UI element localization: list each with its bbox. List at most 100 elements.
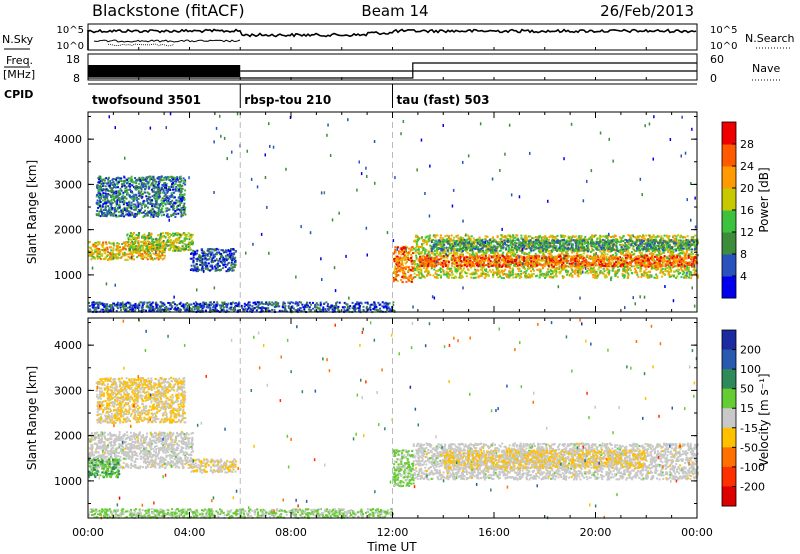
data-pixel <box>190 303 193 306</box>
data-pixel <box>183 180 186 183</box>
data-pixel <box>210 253 213 256</box>
data-pixel <box>109 246 112 249</box>
data-pixel <box>166 190 169 193</box>
data-pixel <box>109 208 112 211</box>
data-pixel <box>154 197 157 200</box>
data-pixel <box>383 305 386 308</box>
data-pixel <box>158 250 161 253</box>
data-pixel <box>539 273 542 276</box>
data-pixel <box>291 305 294 308</box>
data-pixel <box>200 257 203 259</box>
data-pixel <box>123 184 126 187</box>
data-pixel <box>255 303 257 306</box>
data-pixel <box>125 308 128 311</box>
data-pixel <box>202 254 205 257</box>
data-pixel <box>410 280 413 283</box>
data-pixel <box>122 203 125 206</box>
data-pixel <box>148 301 151 304</box>
data-pixel <box>111 304 113 307</box>
data-pixel <box>132 205 135 208</box>
data-pixel <box>351 301 354 304</box>
data-pixel <box>261 306 264 308</box>
data-pixel <box>105 194 108 197</box>
cpid-segment-label: tau (fast) 503 <box>397 93 490 107</box>
data-pixel <box>200 263 203 266</box>
data-pixel <box>140 177 143 180</box>
data-pixel <box>172 234 175 237</box>
data-pixel <box>196 258 199 261</box>
data-pixel <box>346 309 349 312</box>
data-pixel <box>100 187 103 190</box>
data-pixel <box>215 267 218 270</box>
data-pixel <box>157 258 160 261</box>
data-pixel <box>400 268 403 271</box>
data-pixel <box>146 243 149 246</box>
data-pixel <box>214 268 217 271</box>
data-pixel <box>98 196 101 199</box>
data-pixel <box>170 246 173 249</box>
data-pixel <box>97 191 100 194</box>
data-pixel <box>112 193 115 196</box>
data-pixel <box>502 277 505 280</box>
data-pixel <box>139 211 141 214</box>
data-pixel <box>195 257 198 260</box>
data-pixel <box>292 301 295 304</box>
data-pixel <box>414 249 417 252</box>
data-pixel <box>611 269 614 272</box>
data-pixel <box>159 305 162 308</box>
data-pixel <box>185 248 187 251</box>
data-pixel <box>497 271 500 274</box>
data-pixel <box>174 216 177 218</box>
data-pixel <box>267 307 270 310</box>
data-pixel <box>114 186 117 189</box>
data-pixel <box>123 253 126 256</box>
data-pixel <box>128 249 131 252</box>
data-pixel <box>434 272 437 275</box>
data-pixel <box>169 188 172 191</box>
data-pixel <box>165 182 168 185</box>
data-pixel <box>127 253 130 256</box>
data-pixel <box>401 276 404 279</box>
data-pixel <box>201 261 204 264</box>
data-pixel <box>545 238 548 241</box>
data-pixel <box>147 245 150 248</box>
data-pixel <box>201 258 204 261</box>
data-pixel <box>188 242 190 245</box>
data-pixel <box>112 192 115 195</box>
data-pixel <box>113 196 115 199</box>
data-pixel <box>92 301 95 304</box>
data-pixel <box>142 202 145 204</box>
data-pixel <box>104 189 107 192</box>
data-pixel <box>207 249 210 252</box>
data-pixel <box>180 185 183 188</box>
data-pixel <box>112 247 115 250</box>
data-pixel <box>134 307 137 310</box>
data-pixel <box>232 301 234 304</box>
data-pixel <box>303 308 306 311</box>
data-pixel <box>174 176 177 179</box>
data-pixel <box>206 267 209 270</box>
data-pixel <box>183 248 186 251</box>
data-pixel <box>139 208 142 211</box>
data-pixel <box>214 307 217 309</box>
data-pixel <box>399 256 402 259</box>
data-pixel <box>151 240 153 243</box>
data-pixel <box>660 237 663 240</box>
data-pixel <box>660 235 663 238</box>
data-pixel <box>98 187 101 190</box>
data-pixel <box>157 241 159 244</box>
data-pixel <box>398 252 400 255</box>
data-pixel <box>306 306 309 309</box>
data-pixel <box>96 250 99 253</box>
data-pixel <box>170 239 172 242</box>
data-pixel <box>134 309 137 312</box>
data-pixel <box>169 179 171 182</box>
data-pixel <box>688 272 691 275</box>
data-pixel <box>103 247 106 250</box>
data-pixel <box>170 180 173 183</box>
data-pixel <box>223 258 226 261</box>
data-pixel <box>147 202 150 205</box>
data-pixel <box>146 213 148 216</box>
data-pixel <box>176 208 179 211</box>
data-pixel <box>162 302 165 305</box>
